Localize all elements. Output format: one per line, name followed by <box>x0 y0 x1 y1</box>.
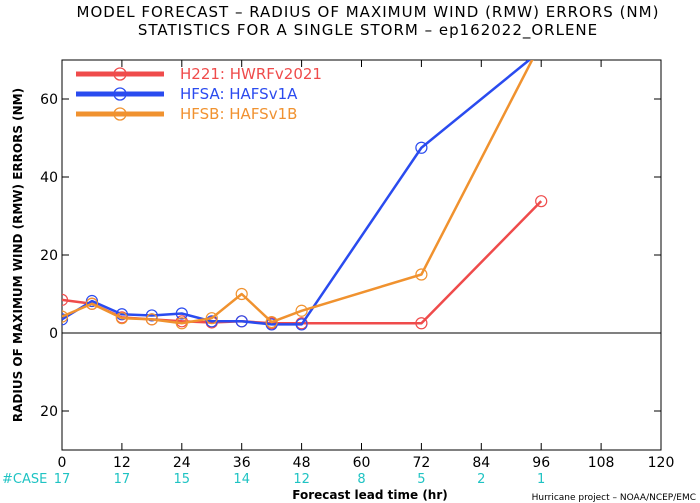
x-tick-label: 84 <box>472 455 490 471</box>
series-point-0 <box>415 317 428 330</box>
series-point-0 <box>535 195 548 208</box>
series-point-0 <box>62 293 69 306</box>
x-tick-label: 12 <box>113 455 131 471</box>
x-tick-label: 72 <box>412 455 430 471</box>
case-count: 14 <box>233 472 250 487</box>
x-tick-label: 108 <box>588 455 615 471</box>
series-point-2 <box>235 287 248 301</box>
x-tick-label: 24 <box>173 455 191 471</box>
case-count: 15 <box>174 472 191 487</box>
y-tick-label: 20 <box>40 404 58 420</box>
series-point-2 <box>145 313 158 326</box>
y-tick-label: 60 <box>40 92 58 108</box>
legend: H221: HWRFv2021 HFSA: HAFSv1A HFSB: HAFSv1… <box>76 65 322 123</box>
chart-title-line2: STATISTICS FOR A SINGLE STORM – ep162022… <box>138 21 598 40</box>
case-count: 12 <box>293 472 310 487</box>
x-tick-label: 60 <box>353 455 371 471</box>
legend-marker-1 <box>113 87 127 101</box>
x-axis-label: Forecast lead time (hr) <box>292 488 448 502</box>
series-line-2 <box>62 60 534 325</box>
series-lines <box>62 45 548 331</box>
series-point-1 <box>205 315 218 328</box>
series-point-2 <box>175 317 188 330</box>
series-point-2 <box>115 312 129 325</box>
x-tick-label: 120 <box>648 455 675 471</box>
case-count: 5 <box>417 472 425 487</box>
series-point-1 <box>536 45 547 56</box>
y-axis-label: RADIUS OF MAXIMUM WIND (RMW) ERRORS (NM) <box>11 88 25 422</box>
series-point-2 <box>62 310 69 323</box>
series-line-1 <box>62 60 532 326</box>
case-count: 8 <box>357 472 365 487</box>
series-point-2 <box>205 312 218 325</box>
credit-text: Hurricane project – NOAA/NCEP/EMC <box>532 493 696 503</box>
legend-label-2: HFSB: HAFSv1B <box>180 105 297 123</box>
y-tick-label: 40 <box>40 170 58 186</box>
x-tick-label: 36 <box>233 455 251 471</box>
y-tick-label: 0 <box>49 326 58 342</box>
series-point-1 <box>145 309 158 322</box>
case-count: 17 <box>54 472 71 487</box>
series-point-2 <box>85 297 99 310</box>
case-label: #CASE <box>2 472 47 487</box>
case-counts: #CASE 17 17 15 14 12 8 5 2 1 <box>2 472 545 487</box>
x-tick-label: 96 <box>532 455 550 471</box>
case-count: 17 <box>114 472 131 487</box>
series-point-1 <box>175 307 188 320</box>
series-point-2 <box>265 315 278 329</box>
series-point-1 <box>62 313 69 326</box>
series-point-1 <box>415 141 428 154</box>
x-axis: 0 12 24 36 48 60 72 84 96 108 120 <box>58 60 675 471</box>
case-count: 1 <box>537 472 545 487</box>
case-count: 2 <box>477 472 485 487</box>
legend-marker-0 <box>113 67 127 81</box>
legend-marker-2 <box>113 107 127 121</box>
series-point-1 <box>295 318 308 331</box>
legend-label-0: H221: HWRFv2021 <box>180 65 322 83</box>
legend-label-1: HFSA: HAFSv1A <box>180 85 298 103</box>
x-tick-label: 0 <box>58 455 67 471</box>
y-axis: 20 0 20 40 60 <box>40 92 661 420</box>
series-point-2 <box>295 304 308 317</box>
series-point-1 <box>235 315 248 328</box>
plot-frame <box>61 59 662 451</box>
x-tick-label: 48 <box>293 455 311 471</box>
chart-title-line1: MODEL FORECAST – RADIUS OF MAXIMUM WIND … <box>77 3 660 21</box>
y-tick-label: 20 <box>40 248 58 264</box>
series-point-1 <box>85 294 99 308</box>
series-point-2 <box>415 268 428 281</box>
